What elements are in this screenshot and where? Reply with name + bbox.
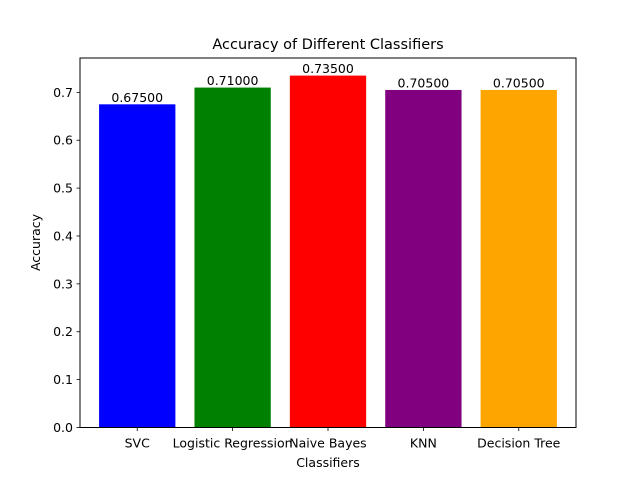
data-label-naive-bayes: 0.73500 — [302, 61, 354, 76]
bar-knn — [385, 89, 462, 428]
y-tick-label: 0.1 — [53, 372, 73, 387]
chart-title: Accuracy of Different Classifiers — [212, 37, 443, 53]
x-tick-label: Naive Bayes — [289, 436, 366, 451]
x-tick-label: SVC — [125, 436, 150, 451]
y-tick-label: 0.0 — [53, 420, 73, 435]
y-tick-label: 0.5 — [53, 181, 73, 196]
data-label-knn: 0.70500 — [398, 75, 450, 90]
x-tick-label: KNN — [410, 436, 437, 451]
x-tick-label: Logistic Regression — [173, 436, 293, 451]
y-axis-ticks-group: 0.0 0.1 0.2 0.3 0.4 0.5 0.6 0.7 — [53, 85, 80, 435]
x-axis-label: Classifiers — [296, 455, 360, 470]
data-labels-group: 0.67500 0.71000 0.73500 0.70500 0.70500 — [111, 61, 544, 105]
bar-logistic-regression — [194, 87, 271, 428]
data-label-svc: 0.67500 — [111, 90, 163, 105]
axes-frame — [79, 57, 577, 428]
bars-group — [99, 75, 557, 428]
data-label-decision-tree: 0.70500 — [493, 75, 545, 90]
y-tick-label: 0.3 — [53, 276, 73, 291]
bar-naive-bayes — [289, 75, 367, 428]
y-tick-label: 0.4 — [53, 228, 73, 243]
y-tick-label: 0.6 — [53, 133, 73, 148]
x-tick-label: Decision Tree — [477, 436, 561, 451]
bar-svc — [99, 104, 176, 428]
bar-decision-tree — [480, 89, 557, 428]
data-label-logistic-regression: 0.71000 — [207, 73, 259, 88]
y-axis-label: Accuracy — [28, 213, 43, 271]
y-tick-label: 0.2 — [53, 324, 73, 339]
y-tick-label: 0.7 — [53, 85, 73, 100]
